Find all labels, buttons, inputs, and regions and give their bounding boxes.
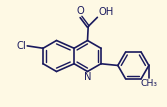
Text: O: O	[76, 6, 84, 16]
Text: CH₃: CH₃	[140, 79, 157, 88]
Text: Cl: Cl	[17, 41, 26, 51]
Text: N: N	[84, 73, 91, 82]
Text: OH: OH	[98, 7, 114, 17]
